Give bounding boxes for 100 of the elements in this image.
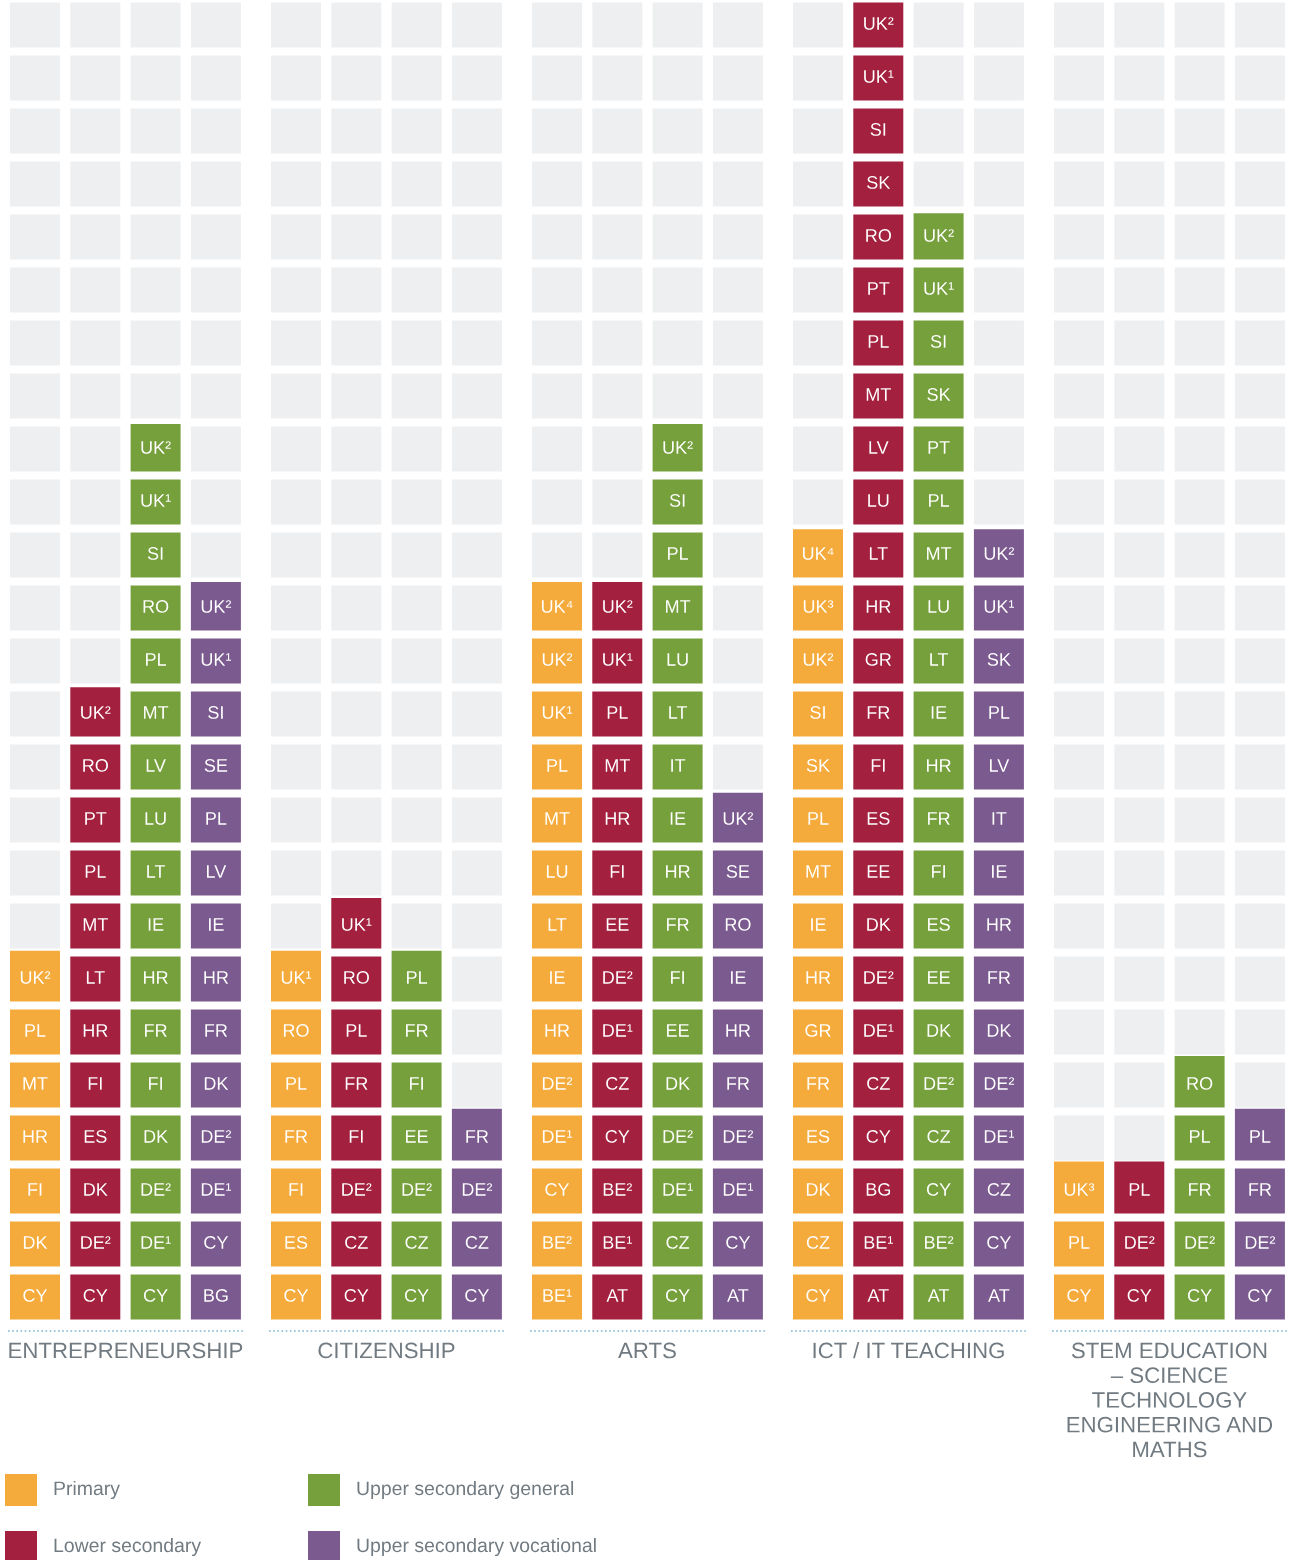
text: PT: [928, 441, 950, 454]
text: SE: [726, 865, 750, 878]
legend-label: Upper secondary vocational: [357, 1537, 596, 1557]
text: HR: [726, 1024, 751, 1037]
text: HR: [605, 812, 630, 825]
text: HR: [83, 1024, 108, 1037]
text: FI: [289, 1183, 303, 1196]
text: DK: [23, 1236, 48, 1249]
text: FR: [867, 706, 890, 719]
text: FI: [88, 1077, 102, 1090]
text: FR: [928, 812, 950, 825]
text: FR: [667, 918, 689, 931]
text: DE²: [81, 1236, 111, 1249]
text: PL: [668, 547, 689, 560]
text: DE¹: [603, 1024, 633, 1037]
text: CZ: [867, 1077, 890, 1090]
text: DK: [927, 1024, 951, 1037]
text: IT: [671, 759, 686, 772]
x-tick-label: STEM EDUCATION – SCIENCE TECHNOLOGY ENGINEERING AND MATHS: [1067, 1342, 1273, 1458]
text: DK: [84, 1183, 108, 1196]
text: FI: [871, 759, 885, 772]
text: DE¹: [864, 1024, 894, 1037]
text: LU: [667, 653, 688, 666]
text: CY: [726, 1236, 751, 1249]
text: CY: [866, 1130, 891, 1143]
text: FI: [410, 1077, 423, 1090]
text: CY: [404, 1289, 429, 1302]
text: GR: [865, 653, 891, 666]
text: CZ: [345, 1236, 368, 1249]
text: MT: [605, 759, 630, 772]
text: RO: [143, 600, 169, 613]
text: PL: [1129, 1183, 1150, 1196]
text: SI: [147, 547, 163, 560]
text: LT: [930, 653, 949, 666]
text: DE¹: [984, 1130, 1015, 1143]
text: LT: [86, 971, 105, 984]
text: LV: [146, 759, 166, 772]
text: DK: [666, 1077, 690, 1090]
text: SI: [810, 706, 825, 719]
text: SI: [669, 494, 685, 507]
text: MT: [83, 918, 108, 931]
text: DE²: [402, 1183, 432, 1196]
text: BE²: [925, 1236, 954, 1249]
text: BE²: [543, 1236, 572, 1249]
text: EE: [928, 971, 950, 984]
text: DE¹: [663, 1183, 693, 1196]
text: FI: [28, 1183, 42, 1196]
text: HR: [866, 600, 891, 613]
text: LT: [147, 865, 166, 878]
text: PL: [607, 706, 628, 719]
text: HR: [545, 1024, 570, 1037]
legend-label: Upper secondary general: [357, 1480, 574, 1500]
text: DE²: [141, 1183, 171, 1196]
text: BG: [866, 1183, 890, 1196]
text: MT: [866, 388, 891, 401]
text: DE¹: [141, 1236, 171, 1249]
text: FR: [1249, 1183, 1272, 1196]
text: FR: [145, 1024, 167, 1037]
text: MT: [666, 600, 691, 613]
text: DE²: [984, 1077, 1015, 1090]
text: IE: [811, 918, 826, 931]
text: FI: [149, 1077, 162, 1090]
text: RO: [83, 759, 108, 772]
text: RO: [344, 971, 369, 984]
text: UK³: [803, 600, 834, 613]
text: MT: [144, 706, 169, 719]
text: UK²: [984, 547, 1015, 560]
text: SE: [204, 759, 228, 772]
text: DK: [867, 918, 891, 931]
text: CY: [665, 1289, 690, 1302]
text: SI: [208, 706, 223, 719]
text: LU: [546, 865, 568, 878]
text: DE¹: [542, 1130, 573, 1143]
text: PL: [346, 1024, 367, 1037]
text: CY: [1248, 1289, 1273, 1302]
text: UK⁴: [541, 600, 573, 613]
text: PL: [1190, 1130, 1211, 1143]
text: HR: [144, 971, 168, 984]
text: CY: [284, 1289, 309, 1302]
text: CY: [545, 1183, 570, 1196]
text: DE²: [1185, 1236, 1215, 1249]
text: LU: [868, 494, 889, 507]
text: CY: [605, 1130, 630, 1143]
text: UK²: [20, 971, 51, 984]
text: LV: [990, 759, 1010, 772]
text: UK²: [542, 653, 573, 666]
text: DE²: [1125, 1236, 1155, 1249]
text: AT: [727, 1289, 749, 1302]
text: FR: [1189, 1183, 1211, 1196]
text: LU: [145, 812, 166, 825]
text: DE²: [723, 1130, 754, 1143]
text: IE: [550, 971, 565, 984]
text: PL: [146, 653, 167, 666]
text: BE²: [603, 1183, 632, 1196]
text: HR: [927, 759, 951, 772]
text: RO: [866, 229, 891, 242]
legend-label: Lower secondary: [54, 1537, 202, 1557]
text: CY: [465, 1289, 490, 1302]
text: UK²: [864, 17, 894, 30]
text: IE: [731, 971, 746, 984]
